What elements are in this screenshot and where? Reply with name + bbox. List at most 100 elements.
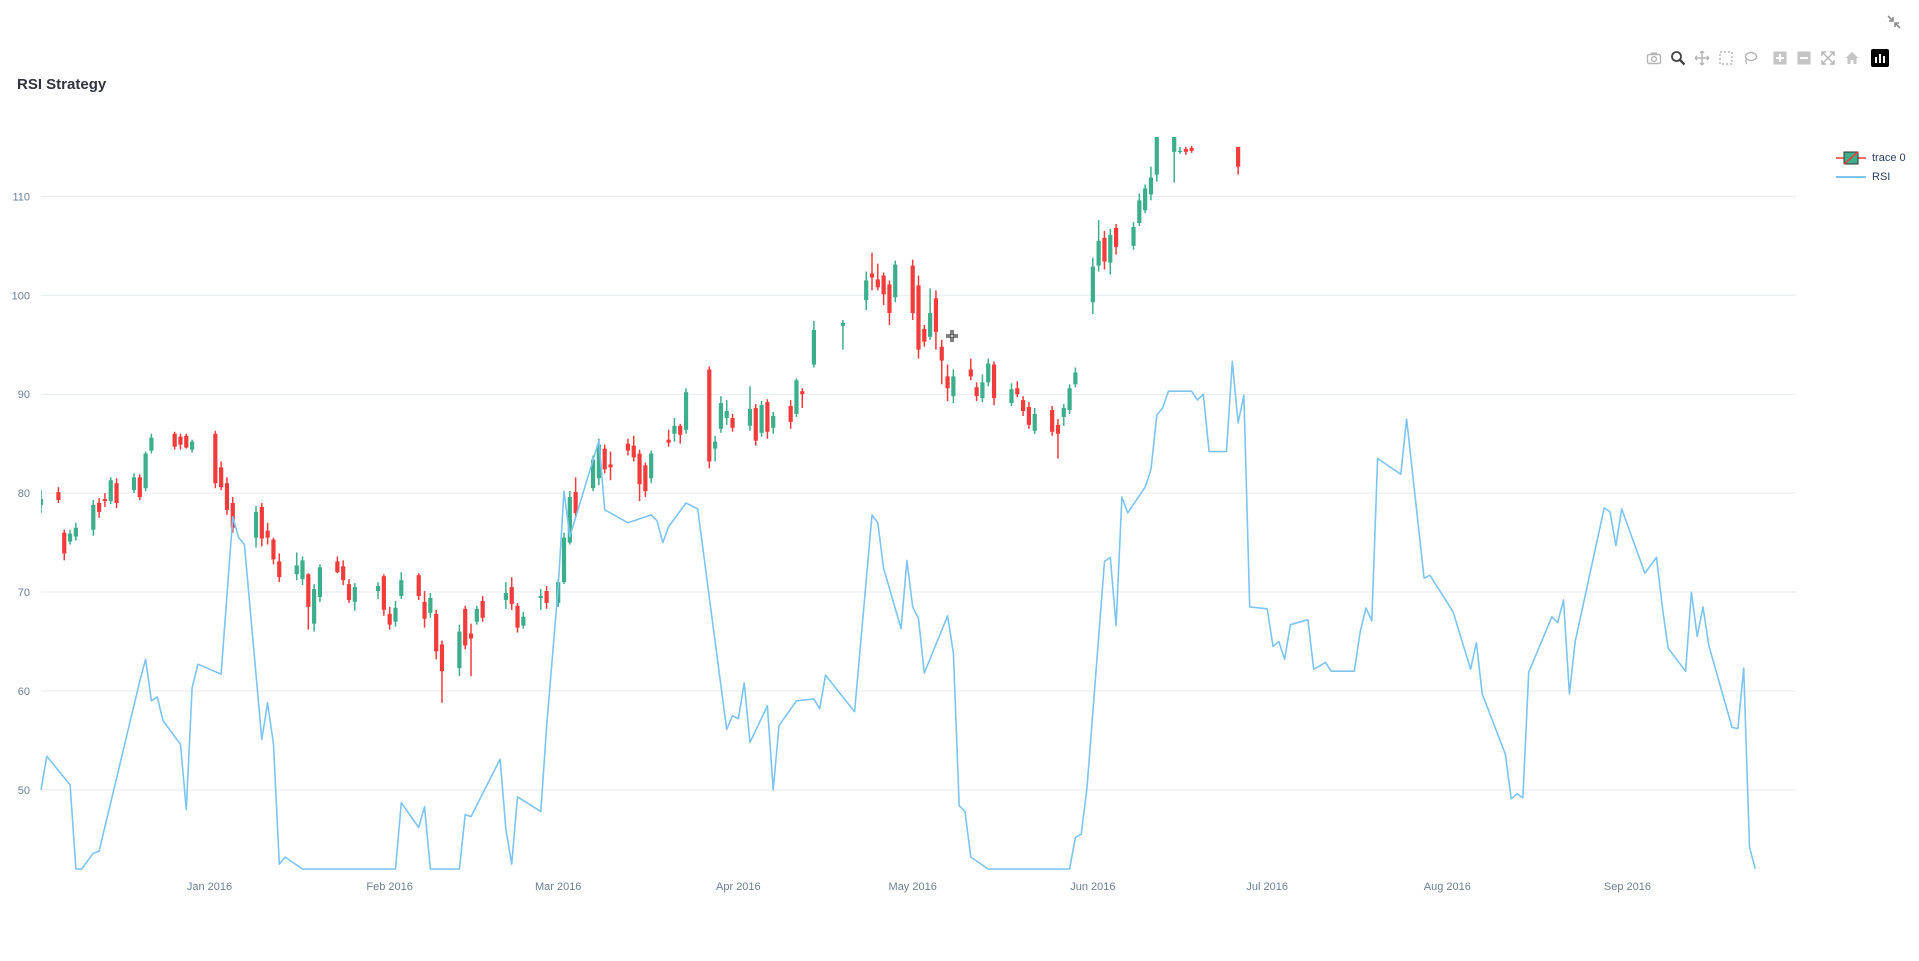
candlestick[interactable] bbox=[1131, 222, 1136, 250]
candlestick[interactable] bbox=[393, 600, 398, 627]
candlestick[interactable] bbox=[131, 473, 137, 494]
pan-icon[interactable] bbox=[1693, 49, 1711, 67]
candlestick[interactable] bbox=[346, 579, 352, 603]
candlestick[interactable] bbox=[439, 640, 445, 703]
candlestick[interactable] bbox=[503, 582, 509, 609]
candlestick[interactable] bbox=[724, 400, 729, 425]
candlestick[interactable] bbox=[794, 378, 799, 417]
candlestick[interactable] bbox=[608, 451, 613, 481]
candlestick[interactable] bbox=[980, 374, 985, 403]
candlestick[interactable] bbox=[387, 606, 392, 630]
candlestick[interactable] bbox=[840, 320, 846, 350]
candlestick[interactable] bbox=[375, 582, 381, 599]
candlestick[interactable] bbox=[1172, 137, 1177, 183]
candlestick[interactable] bbox=[189, 439, 195, 453]
candlestick[interactable] bbox=[253, 505, 259, 548]
candlestick[interactable] bbox=[1137, 193, 1142, 227]
candlestick[interactable] bbox=[864, 271, 869, 311]
candlestick[interactable] bbox=[422, 591, 427, 628]
candlestick[interactable] bbox=[649, 450, 654, 484]
candlestick[interactable] bbox=[265, 522, 270, 545]
candlestick[interactable] bbox=[631, 435, 636, 462]
candlestick[interactable] bbox=[1061, 404, 1066, 426]
candlestick[interactable] bbox=[1067, 384, 1072, 414]
candlestick[interactable] bbox=[399, 572, 404, 599]
candlestick[interactable] bbox=[986, 358, 991, 387]
candlestick[interactable] bbox=[224, 477, 230, 515]
candlestick[interactable] bbox=[672, 417, 677, 442]
candlestick[interactable] bbox=[788, 400, 793, 429]
candlestick[interactable] bbox=[108, 477, 113, 504]
box-select-icon[interactable] bbox=[1717, 49, 1735, 67]
candlestick[interactable] bbox=[114, 478, 119, 508]
legend-item-rsi[interactable]: RSI bbox=[1836, 167, 1906, 186]
candlestick[interactable] bbox=[800, 388, 805, 409]
candlestick[interactable] bbox=[1032, 408, 1037, 434]
zoom-in-icon[interactable] bbox=[1771, 49, 1789, 67]
candlestick[interactable] bbox=[62, 529, 67, 561]
candlestick[interactable] bbox=[271, 537, 276, 565]
candlestick[interactable] bbox=[1148, 166, 1154, 201]
candlestick[interactable] bbox=[515, 602, 520, 633]
candlestick[interactable] bbox=[300, 556, 305, 586]
candlestick[interactable] bbox=[1143, 184, 1148, 214]
candlestick[interactable] bbox=[1096, 220, 1101, 272]
candlestick[interactable] bbox=[67, 529, 73, 545]
candlestick[interactable] bbox=[730, 413, 735, 432]
candlestick[interactable] bbox=[869, 252, 875, 291]
candlestick[interactable] bbox=[184, 433, 189, 449]
reset-axes-icon[interactable] bbox=[1843, 49, 1861, 67]
candlestick[interactable] bbox=[602, 444, 607, 474]
candlestick[interactable] bbox=[1108, 228, 1113, 275]
candlestick[interactable] bbox=[718, 396, 724, 433]
camera-icon[interactable] bbox=[1645, 49, 1663, 67]
candlestick[interactable] bbox=[294, 552, 299, 581]
candlestick[interactable] bbox=[1183, 146, 1188, 155]
candlestick[interactable] bbox=[922, 324, 927, 347]
candlestick[interactable] bbox=[991, 361, 997, 406]
candlestick[interactable] bbox=[219, 461, 224, 491]
candlestick[interactable] bbox=[707, 366, 712, 469]
plotly-logo-icon[interactable] bbox=[1871, 49, 1889, 67]
candlestick[interactable] bbox=[1055, 418, 1061, 459]
candlestick[interactable] bbox=[538, 589, 543, 610]
candlestick[interactable] bbox=[893, 260, 898, 303]
candlestick[interactable] bbox=[1154, 137, 1159, 182]
candlestick[interactable] bbox=[747, 386, 753, 431]
zoom-icon[interactable] bbox=[1669, 49, 1687, 67]
candlestick[interactable] bbox=[625, 438, 631, 456]
candlestick[interactable] bbox=[457, 624, 462, 677]
candlestick[interactable] bbox=[678, 423, 683, 444]
candlestick[interactable] bbox=[643, 462, 648, 498]
candlestick[interactable] bbox=[474, 605, 479, 625]
rsi-line[interactable] bbox=[40, 360, 1757, 870]
candlestick[interactable] bbox=[713, 435, 718, 462]
candlestick[interactable] bbox=[1009, 383, 1014, 407]
candlestick[interactable] bbox=[1177, 146, 1183, 154]
candlestick[interactable] bbox=[137, 474, 142, 501]
candlestick[interactable] bbox=[335, 556, 340, 574]
candlestick[interactable] bbox=[428, 593, 433, 618]
candlestick[interactable] bbox=[463, 605, 468, 650]
candlestick[interactable] bbox=[468, 623, 474, 677]
candlestick[interactable] bbox=[143, 451, 148, 492]
candlestick[interactable] bbox=[434, 609, 439, 660]
exit-fullscreen-icon[interactable] bbox=[1884, 14, 1904, 34]
candlestick[interactable] bbox=[172, 431, 177, 450]
candlestick[interactable] bbox=[811, 320, 816, 368]
candlestick[interactable] bbox=[1236, 146, 1241, 175]
candlestick[interactable] bbox=[1102, 230, 1107, 270]
candlestick[interactable] bbox=[759, 401, 764, 437]
candlestick[interactable] bbox=[1073, 367, 1078, 388]
candlestick[interactable] bbox=[951, 369, 956, 404]
zoom-out-icon[interactable] bbox=[1795, 49, 1813, 67]
candlestick[interactable] bbox=[341, 560, 346, 586]
candlestick[interactable] bbox=[381, 574, 386, 616]
candlestick[interactable] bbox=[178, 433, 183, 450]
candlestick[interactable] bbox=[91, 500, 96, 536]
candlestick[interactable] bbox=[974, 382, 979, 402]
candlestick[interactable] bbox=[1050, 406, 1055, 436]
candlestick[interactable] bbox=[480, 595, 485, 622]
candlestick[interactable] bbox=[149, 433, 154, 454]
